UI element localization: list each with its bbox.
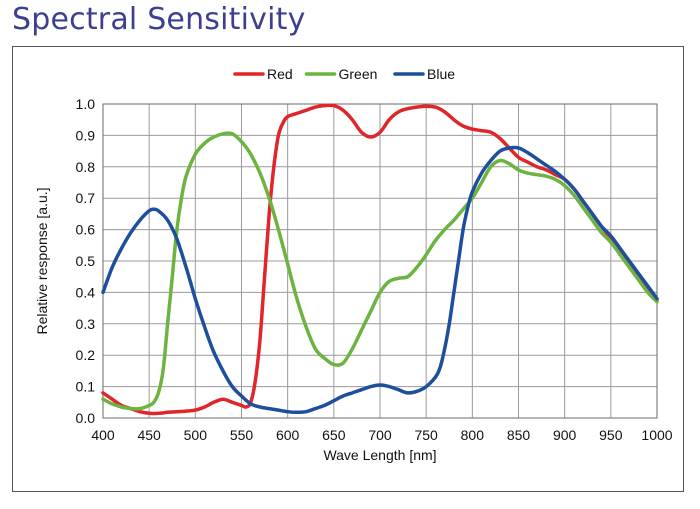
page-title: Spectral Sensitivity	[12, 2, 306, 37]
y-tick-label: 0.8	[76, 159, 96, 175]
x-tick-label: 450	[137, 427, 161, 443]
y-tick-label: 0.7	[76, 190, 96, 206]
y-tick-label: 0.5	[76, 253, 96, 269]
x-tick-label: 550	[230, 427, 254, 443]
series-line-red	[101, 103, 659, 416]
x-tick-label: 600	[276, 427, 300, 443]
y-axis-label: Relative response [a.u.]	[34, 187, 50, 334]
legend: Red Green Blue	[233, 66, 455, 82]
spectral-sensitivity-chart: 400 450 500 550 600 650 700 750 800 850 900 950 1000…	[34, 66, 673, 463]
legend-label-green: Green	[339, 66, 378, 82]
series-lines	[101, 103, 659, 416]
x-tick-label: 900	[553, 427, 577, 443]
y-tick-label: 0.6	[76, 222, 96, 238]
x-axis-label: Wave Length [nm]	[323, 447, 436, 463]
x-tick-label: 650	[322, 427, 346, 443]
plot-area-border	[102, 103, 658, 419]
legend-label-red: Red	[267, 66, 293, 82]
x-tick-label: 400	[91, 427, 115, 443]
chart-frame: 400 450 500 550 600 650 700 750 800 850 900 950 1000…	[12, 46, 684, 492]
y-tick-label: 0.1	[76, 379, 96, 395]
tick-labels: 400 450 500 550 600 650 700 750 800 850 900 950 1000…	[76, 96, 673, 443]
y-tick-label: 0.0	[76, 410, 96, 426]
y-tick-label: 0.4	[76, 284, 96, 300]
y-tick-label: 0.3	[76, 316, 96, 332]
grid	[102, 103, 658, 419]
x-tick-label: 1000	[641, 427, 672, 443]
x-tick-label: 750	[414, 427, 438, 443]
series-line-green	[101, 131, 659, 411]
x-tick-label: 950	[599, 427, 623, 443]
x-tick-label: 800	[461, 427, 485, 443]
series-line-blue	[101, 145, 659, 415]
legend-label-blue: Blue	[427, 66, 455, 82]
x-tick-label: 500	[184, 427, 208, 443]
x-tick-label: 700	[368, 427, 392, 443]
y-tick-label: 0.2	[76, 347, 96, 363]
y-tick-label: 0.9	[76, 127, 96, 143]
y-tick-label: 1.0	[76, 96, 96, 112]
x-tick-label: 850	[507, 427, 531, 443]
